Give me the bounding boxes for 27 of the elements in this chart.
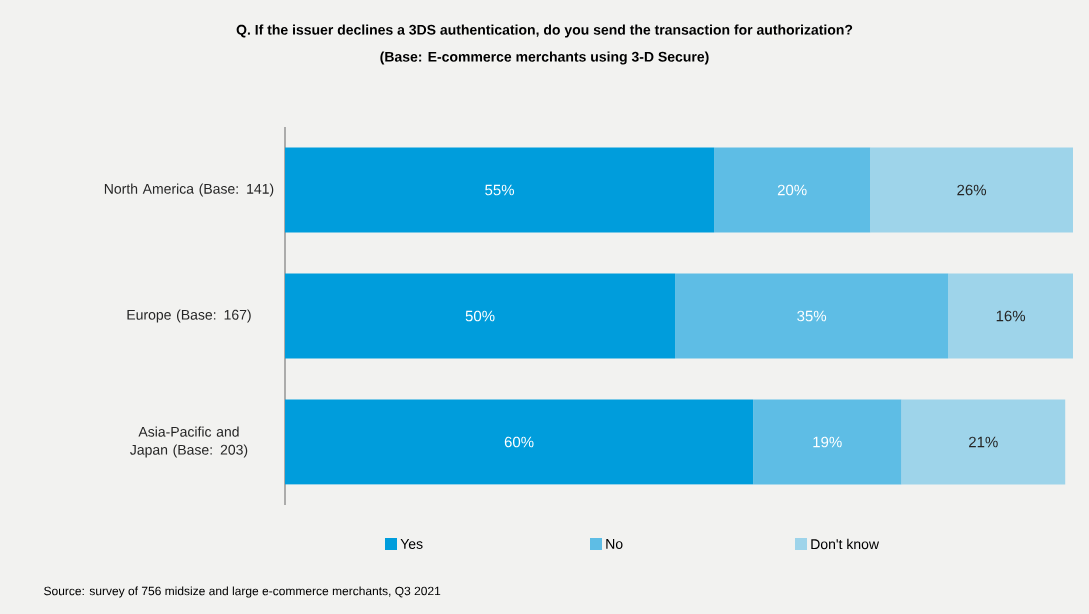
y-tick-label: Europe (Base: 167) bbox=[127, 309, 251, 323]
data-label: 21% bbox=[969, 436, 998, 448]
bar bbox=[714, 147, 871, 233]
legend-label: No bbox=[606, 539, 623, 549]
data-label: 16% bbox=[996, 310, 1026, 322]
chart-subtitle: (Base: E-commerce merchants using 3-D Secure) bbox=[380, 51, 709, 65]
data-label: 55% bbox=[485, 184, 515, 196]
bar bbox=[901, 399, 1066, 485]
y-tick-label: North America (Base: 141) bbox=[104, 183, 274, 197]
bar bbox=[285, 147, 715, 233]
bar bbox=[675, 273, 949, 359]
source-note: Source: survey of 756 midsize and large e-commerce merchants, Q3 2021 bbox=[44, 586, 441, 598]
bar bbox=[948, 273, 1074, 359]
bar bbox=[753, 399, 902, 485]
data-label: 60% bbox=[504, 436, 534, 448]
data-label: 20% bbox=[777, 184, 807, 196]
data-label: 35% bbox=[797, 310, 827, 322]
bar bbox=[870, 147, 1074, 233]
data-label: 50% bbox=[465, 310, 495, 322]
legend-label: Yes bbox=[400, 539, 423, 549]
bar bbox=[285, 273, 676, 359]
bar bbox=[285, 399, 754, 485]
legend-label: Don't know bbox=[811, 538, 880, 550]
y-tick-label: Asia-Pacific and Japan (Base: 203) bbox=[130, 426, 248, 458]
data-label: 19% bbox=[813, 436, 842, 448]
data-label: 26% bbox=[957, 184, 987, 196]
chart-title: Q. If the issuer declines a 3DS authentication, do you send the transaction for authorization? bbox=[236, 24, 853, 38]
